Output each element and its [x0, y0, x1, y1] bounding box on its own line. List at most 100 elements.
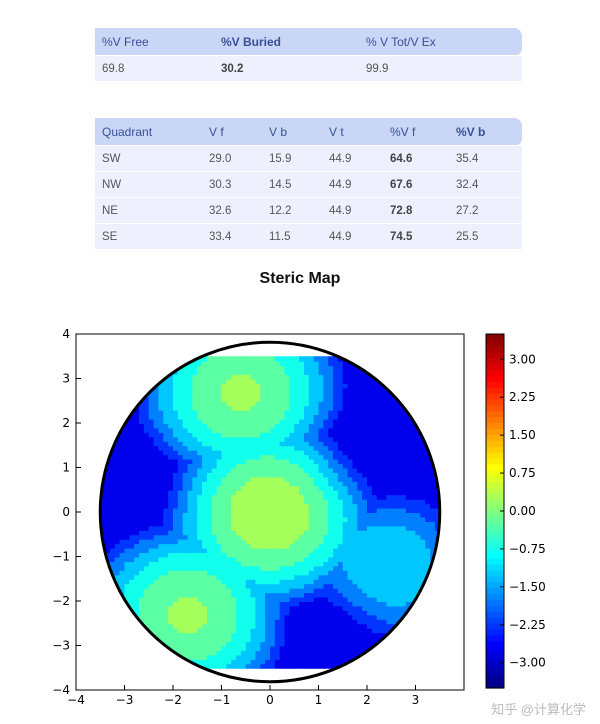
heatmap-cell — [240, 374, 247, 380]
heatmap-cell — [328, 552, 334, 558]
heatmap-cell — [158, 596, 164, 602]
heatmap-cell — [352, 440, 358, 447]
heatmap-cell — [202, 512, 208, 518]
heatmap-cell — [124, 569, 130, 576]
heatmap-cell — [202, 449, 208, 456]
heatmap-cell — [318, 503, 324, 509]
heatmap-cell — [274, 632, 281, 638]
heatmap-cell — [303, 538, 310, 545]
heatmap-cell — [153, 436, 160, 442]
heatmap-cell — [337, 645, 344, 651]
heatmap-cell — [323, 641, 329, 647]
heatmap-cell — [342, 543, 349, 549]
heatmap-cell — [236, 654, 242, 660]
heatmap-cell — [105, 538, 111, 545]
heatmap-cell — [168, 641, 174, 647]
heatmap-cell — [134, 512, 140, 518]
heatmap-cell — [182, 445, 189, 451]
heatmap-cell — [352, 645, 358, 651]
heatmap-cell — [400, 601, 407, 607]
heatmap-cell — [163, 627, 169, 634]
heatmap-cell — [153, 467, 160, 473]
heatmap-cell — [148, 574, 155, 580]
heatmap-cell — [376, 485, 383, 491]
heatmap-cell — [362, 641, 368, 647]
heatmap-cell — [265, 503, 271, 509]
heatmap-cell — [333, 409, 339, 416]
heatmap-cell — [328, 445, 334, 451]
heatmap-cell — [318, 632, 324, 638]
heatmap-cell — [367, 409, 373, 416]
y-tick-label: −1 — [52, 550, 70, 564]
heatmap-cell — [206, 525, 213, 531]
heatmap-cell — [148, 534, 155, 540]
heatmap-cell — [400, 592, 407, 598]
heatmap-cell — [221, 560, 227, 567]
heatmap-cell — [347, 525, 354, 531]
heatmap-cell — [134, 503, 140, 509]
heatmap-cell — [197, 454, 203, 460]
heatmap-cell — [173, 569, 179, 576]
heatmap-cell — [231, 538, 237, 545]
heatmap-cell — [231, 396, 237, 402]
heatmap-cell — [143, 614, 150, 620]
heatmap-cell — [240, 494, 247, 500]
heatmap-cell — [139, 445, 145, 451]
heatmap-cell — [396, 543, 402, 549]
heatmap-cell — [143, 471, 150, 478]
heatmap-cell — [265, 636, 271, 643]
heatmap-cell — [386, 560, 392, 567]
heatmap-cell — [168, 560, 174, 567]
heatmap-cell — [231, 498, 237, 505]
heatmap-cell — [143, 596, 150, 602]
heatmap-cell — [289, 547, 295, 554]
heatmap-cell — [430, 476, 436, 482]
heatmap-cell — [177, 623, 184, 629]
heatmap-cell — [255, 654, 261, 660]
heatmap-cell — [119, 556, 126, 562]
heatmap-cell — [153, 498, 160, 505]
heatmap-cell — [323, 489, 329, 496]
heatmap-cell — [143, 436, 150, 442]
heatmap-cell — [168, 436, 174, 442]
heatmap-cell — [318, 645, 324, 651]
heatmap-cell — [192, 365, 198, 371]
heatmap-cell — [163, 378, 169, 384]
heatmap-cell — [299, 569, 305, 576]
heatmap-cell — [255, 578, 261, 585]
heatmap-cell — [367, 574, 373, 580]
heatmap-cell — [100, 507, 106, 513]
heatmap-cell — [274, 423, 281, 429]
heatmap-cell — [139, 560, 145, 567]
heatmap-cell — [313, 360, 320, 367]
heatmap-cell — [177, 471, 184, 478]
heatmap-cell — [415, 507, 421, 513]
heatmap-cell — [333, 552, 339, 558]
heatmap-cell — [381, 427, 387, 433]
heatmap-cell — [337, 440, 344, 447]
heatmap-cell — [221, 543, 227, 549]
heatmap-cell — [255, 605, 261, 611]
heatmap-cell — [236, 565, 242, 571]
heatmap-cell — [347, 636, 354, 643]
heatmap-cell — [274, 649, 281, 656]
heatmap-cell — [434, 520, 440, 527]
heatmap-cell — [279, 596, 286, 602]
heatmap-cell — [231, 525, 237, 531]
heatmap-cell — [216, 538, 223, 545]
heatmap-cell — [289, 480, 295, 487]
heatmap-cell — [148, 476, 155, 482]
heatmap-cell — [211, 605, 218, 611]
heatmap-cell — [299, 414, 305, 420]
heatmap-cell — [308, 601, 315, 607]
heatmap-cell — [381, 529, 387, 536]
heatmap-cell — [323, 400, 329, 407]
heatmap-cell — [231, 485, 237, 491]
heatmap-cell — [415, 431, 421, 438]
heatmap-cell — [177, 649, 184, 656]
heatmap-cell — [342, 494, 349, 500]
heatmap-cell — [192, 520, 198, 527]
heatmap-cell — [279, 618, 286, 625]
heatmap-cell — [221, 649, 227, 656]
heatmap-cell — [231, 520, 237, 527]
